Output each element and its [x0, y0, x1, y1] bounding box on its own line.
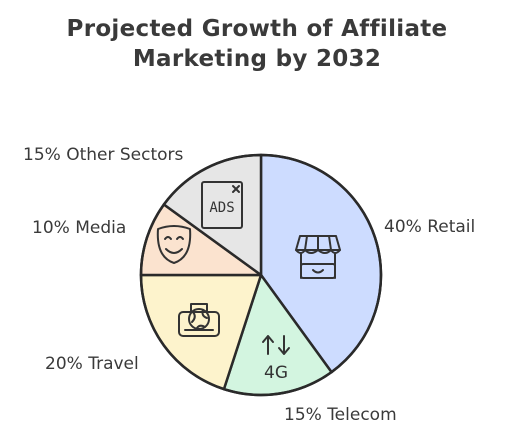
slice-label-telecom: 15% Telecom — [284, 405, 397, 425]
slice-label-other-sectors: 15% Other Sectors — [23, 145, 184, 165]
market-stall-icon — [295, 235, 341, 279]
slices-layer — [139, 153, 383, 397]
slice-label-retail: 40% Retail — [384, 217, 475, 237]
labels-layer: 40% Retail 15% Telecom 20% Travel 10% Media… — [23, 145, 475, 425]
slice-label-media: 10% Media — [32, 218, 126, 238]
suitcase-globe-icon — [178, 303, 220, 337]
slice-label-travel: 20% Travel — [45, 354, 139, 374]
4g-icon-text: 4G — [264, 363, 288, 383]
ads-icon: ADS — [201, 181, 243, 229]
ads-icon-text: ADS — [209, 200, 234, 216]
pie-outline — [139, 153, 383, 397]
smiley-mask-icon — [156, 225, 192, 264]
icons-layer: 4G ADS — [156, 181, 341, 383]
chart-title: Projected Growth of Affiliate Marketing … — [66, 16, 448, 72]
4g-icon: 4G — [262, 335, 290, 383]
